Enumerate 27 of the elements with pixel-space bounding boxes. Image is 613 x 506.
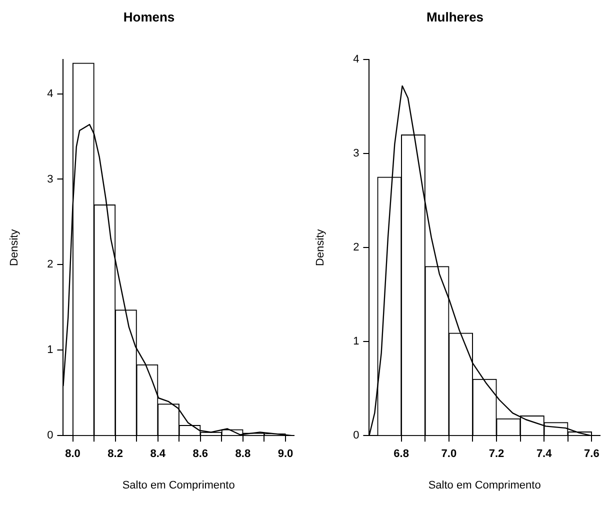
y-tick-label: 4: [47, 88, 54, 100]
x-tick-label: 8.4: [150, 448, 166, 460]
x-tick-label: 7.2: [488, 448, 504, 460]
y-tick-label: 3: [47, 173, 54, 186]
x-tick-label: 7.0: [441, 448, 457, 460]
y-tick-label: 2: [47, 258, 54, 271]
x-axis-title: Salto em Comprimento: [122, 479, 235, 492]
x-tick-label: 9.0: [278, 448, 294, 460]
x-tick-label: 7.6: [584, 448, 600, 460]
x-tick-label: 8.6: [192, 448, 208, 460]
y-tick-label: 4: [353, 54, 360, 66]
y-tick-label: 1: [47, 344, 54, 356]
y-tick-label: 2: [353, 242, 360, 254]
chart-title: Homens: [123, 9, 175, 24]
x-tick-label: 8.2: [108, 448, 123, 460]
y-tick-label: 0: [47, 430, 54, 442]
y-axis-title: Density: [314, 228, 327, 266]
x-tick-label: 6.8: [394, 448, 409, 460]
x-tick-label: 7.4: [536, 448, 553, 460]
x-tick-label: 8.0: [65, 448, 80, 460]
y-axis-title: Density: [8, 228, 21, 266]
x-tick-label: 8.8: [235, 448, 251, 460]
x-axis-title: Salto em Comprimento: [428, 479, 541, 492]
y-tick-label: 0: [353, 430, 360, 442]
chart-title: Mulheres: [426, 9, 484, 24]
y-tick-label: 3: [353, 148, 360, 160]
y-tick-label: 1: [353, 336, 360, 348]
